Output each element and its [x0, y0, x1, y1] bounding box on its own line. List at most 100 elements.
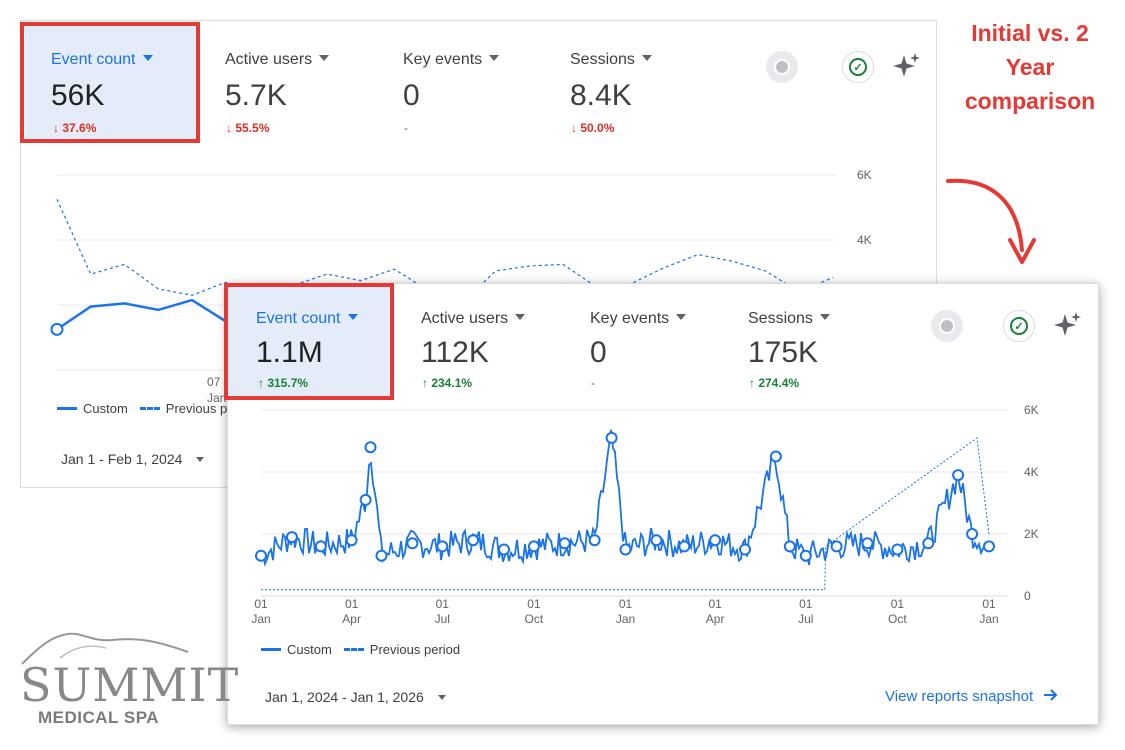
metric-value: 5.7K	[225, 79, 287, 112]
highlight-box-initial	[20, 22, 200, 143]
metric-delta: ↑ 315.7%	[258, 376, 309, 390]
data-point	[467, 534, 480, 547]
legend-solid-swatch	[57, 407, 77, 410]
data-point	[436, 540, 449, 553]
data-point	[783, 540, 796, 553]
chevron-down-icon	[489, 55, 500, 61]
logo-mountain-icon	[21, 632, 189, 665]
check-circle-icon[interactable]: ✓	[1003, 310, 1035, 342]
metric-label: Event count	[256, 310, 341, 327]
data-point	[527, 540, 540, 553]
data-point	[605, 431, 618, 444]
metric-delta: ↓ 55.5%	[226, 121, 270, 135]
data-point	[50, 322, 64, 336]
metric-event-count[interactable]: Event count 56K ↓ 37.6%	[25, 25, 199, 143]
metric-event-count[interactable]: Event count 1.1M ↑ 315.7%	[228, 284, 394, 400]
x-tick-label: 01	[799, 597, 813, 611]
x-tick-label: 01	[708, 597, 722, 611]
series-line-previous	[56, 199, 834, 305]
y-tick-label: 2K	[1024, 527, 1039, 541]
y-tick-label: 4K	[857, 233, 872, 247]
arrow-right-icon	[1044, 689, 1058, 701]
curved-arrow-icon	[946, 178, 1036, 264]
x-tick-label: 01	[254, 597, 268, 611]
chevron-down-icon	[142, 55, 153, 61]
series-line-previous	[261, 437, 990, 591]
x-tick-label: 07	[207, 375, 221, 389]
comparison-line-chart: 6K4K2K001Jan01Apr01Jul01Oct01Jan01Apr01J…	[251, 403, 1039, 626]
comparison-annotation: Initial vs. 2 Year comparison	[940, 16, 1120, 118]
data-point	[891, 543, 904, 556]
metric-key-events[interactable]: Key events 0 -	[403, 25, 563, 143]
x-tick-label: Jul	[435, 612, 450, 626]
data-point	[952, 469, 965, 482]
data-point	[558, 537, 571, 550]
highlight-box-comparison	[224, 283, 394, 400]
metric-active-users[interactable]: Active users 112K ↑ 234.1%	[421, 284, 581, 400]
chart-legend: Custom Previous period	[261, 642, 460, 657]
chevron-down-icon	[515, 314, 526, 320]
metric-delta: ↓ 50.0%	[571, 121, 615, 135]
comparison-report-card: Event count 1.1M ↑ 315.7% Active users 1…	[227, 283, 1099, 725]
metric-value: 175K	[748, 336, 819, 369]
data-point	[345, 534, 358, 547]
logo-wordmark: SUMMIT	[20, 658, 240, 712]
sparkle-icon[interactable]	[891, 51, 921, 81]
sparkle-icon[interactable]	[1052, 310, 1082, 340]
metric-active-users[interactable]: Active users 5.7K ↓ 55.5%	[225, 25, 385, 143]
metric-value: 56K	[51, 79, 105, 112]
y-tick-label: 6K	[857, 168, 872, 182]
date-range-selector[interactable]: Jan 1 - Feb 1, 2024	[61, 451, 205, 467]
data-point	[922, 537, 935, 550]
data-point	[364, 441, 377, 454]
legend-solid-swatch	[261, 648, 281, 651]
metric-sessions[interactable]: Sessions 175K ↑ 274.4%	[748, 284, 908, 400]
chevron-down-icon	[676, 314, 687, 320]
logo-subtitle: MEDICAL SPA	[38, 708, 160, 727]
check-circle-icon[interactable]: ✓	[842, 51, 874, 83]
metric-value: 0	[590, 336, 607, 369]
data-point	[375, 549, 388, 562]
metric-value: 0	[403, 79, 420, 112]
chevron-down-icon	[819, 314, 830, 320]
metric-value: 1.1M	[256, 336, 323, 369]
metric-label: Event count	[51, 51, 136, 68]
metric-delta: ↑ 234.1%	[422, 376, 473, 390]
metric-label: Active users	[421, 310, 509, 327]
metric-label: Active users	[225, 51, 313, 68]
metric-label: Key events	[590, 310, 670, 327]
y-tick-label: 6K	[1024, 403, 1039, 417]
view-reports-snapshot-link[interactable]: View reports snapshot	[885, 688, 1059, 705]
chevron-down-icon	[347, 314, 358, 320]
data-point	[255, 549, 267, 562]
metric-sessions[interactable]: Sessions 8.4K ↓ 50.0%	[570, 25, 730, 143]
legend-custom-label: Custom	[287, 642, 332, 657]
date-range-label: Jan 1 - Feb 1, 2024	[61, 451, 183, 467]
data-point	[650, 534, 663, 547]
metric-label: Sessions	[748, 310, 813, 327]
date-range-selector[interactable]: Jan 1, 2024 - Jan 1, 2026	[265, 689, 446, 705]
badge-icon[interactable]	[766, 51, 798, 83]
data-point	[983, 540, 995, 553]
metric-delta: ↓ 37.6%	[53, 121, 97, 135]
metric-key-events[interactable]: Key events 0 -	[590, 284, 740, 400]
legend-custom-label: Custom	[83, 401, 128, 416]
data-point	[619, 543, 632, 556]
data-point	[861, 537, 874, 550]
chevron-down-icon	[641, 55, 652, 61]
data-point	[285, 531, 298, 544]
badge-icon[interactable]	[931, 310, 963, 342]
data-point	[314, 540, 327, 553]
metric-label: Sessions	[570, 51, 635, 68]
metric-value: 112K	[421, 336, 489, 369]
data-point	[588, 534, 601, 547]
legend-previous-label: Previous p	[165, 401, 228, 416]
chevron-down-icon	[437, 695, 446, 700]
legend-dashed-swatch	[139, 407, 160, 410]
metric-delta: -	[591, 376, 595, 390]
data-point	[359, 493, 372, 506]
x-tick-label: Jul	[798, 612, 813, 626]
data-point	[678, 540, 691, 553]
x-tick-label: 01	[527, 597, 541, 611]
data-point	[739, 543, 751, 556]
